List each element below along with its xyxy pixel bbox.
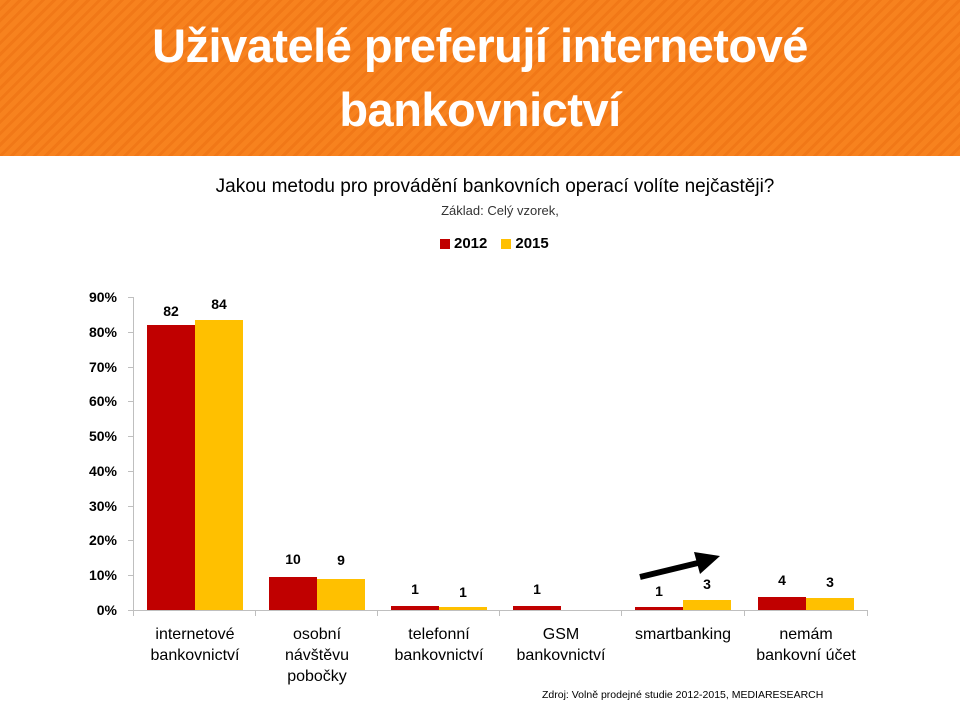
slide-title-line1: Uživatelé preferují internetové xyxy=(152,19,808,72)
bar-2015-internet xyxy=(195,320,243,610)
bar-2015-pobocka xyxy=(317,579,365,610)
category-label-internet: internetové bankovnictví xyxy=(150,626,240,664)
legend-label-2012: 2012 xyxy=(454,235,488,252)
source-note: Zdroj: Volně prodejné studie 2012-2015, … xyxy=(542,689,824,701)
legend-item-2015: 2015 xyxy=(501,235,549,252)
legend-swatch-2015 xyxy=(501,238,512,249)
bar-2012-gsm xyxy=(513,606,561,610)
x-axis-line xyxy=(133,610,868,611)
bar-2015-telefon xyxy=(439,607,487,610)
y-tick-70: 70% xyxy=(88,359,117,375)
y-tick-0: 0% xyxy=(96,602,117,618)
legend-label-2015: 2015 xyxy=(515,235,549,252)
slide-title-line2: bankovnictví xyxy=(339,83,621,136)
legend-swatch-2012 xyxy=(440,238,450,249)
value-label: 4 xyxy=(778,572,786,588)
bar-2012-smart xyxy=(635,607,683,610)
category-label-smartbanking: smartbanking xyxy=(634,626,732,643)
value-label: 1 xyxy=(411,581,419,597)
y-tick-90: 90% xyxy=(88,289,117,305)
bar-2012-ucet xyxy=(758,597,806,610)
category-label-pobocka: osobní návštěvu pobočky xyxy=(284,626,350,685)
chart-legend: 2012 2015 xyxy=(440,235,549,252)
chart-subtitle: Základ: Celý vzorek, xyxy=(441,203,559,218)
slide-title: Uživatelé preferují internetové bankovni… xyxy=(0,14,960,142)
bar-2015-smart xyxy=(683,600,731,610)
category-label-gsm: GSM bankovnictví xyxy=(516,626,606,664)
y-tick-30: 30% xyxy=(88,498,117,514)
slide-header: Uživatelé preferují internetové bankovni… xyxy=(0,0,960,156)
value-label: 1 xyxy=(459,584,467,600)
legend-item-2012: 2012 xyxy=(440,235,487,252)
y-tick-60: 60% xyxy=(88,393,117,409)
value-label: 1 xyxy=(655,583,663,599)
value-label: 3 xyxy=(826,574,834,590)
y-tick-20: 20% xyxy=(88,532,117,548)
value-label: 84 xyxy=(211,296,227,312)
y-axis-line xyxy=(133,297,134,611)
value-label: 9 xyxy=(337,552,345,568)
y-tick-80: 80% xyxy=(88,324,117,340)
bar-2015-ucet xyxy=(806,598,854,610)
bar-2012-pobocka xyxy=(269,577,317,610)
category-label-ucet: nemám bankovní účet xyxy=(756,626,856,664)
bar-2012-internet xyxy=(147,325,195,610)
chart-title: Jakou metodu pro provádění bankovních op… xyxy=(215,176,775,197)
bar-2012-telefon xyxy=(391,606,439,610)
y-axis-labels: 0% 10% 20% 30% 40% 50% 60% 70% 80% 90% xyxy=(55,0,117,720)
y-tick-40: 40% xyxy=(88,463,117,479)
y-tick-50: 50% xyxy=(88,428,117,444)
y-tick-10: 10% xyxy=(88,567,117,583)
trend-up-arrow-icon xyxy=(639,552,720,580)
value-label: 3 xyxy=(703,576,711,592)
value-label: 1 xyxy=(533,581,541,597)
category-label-telefon: telefonní bankovnictví xyxy=(394,626,484,664)
value-label: 82 xyxy=(163,303,179,319)
value-label: 10 xyxy=(285,551,301,567)
